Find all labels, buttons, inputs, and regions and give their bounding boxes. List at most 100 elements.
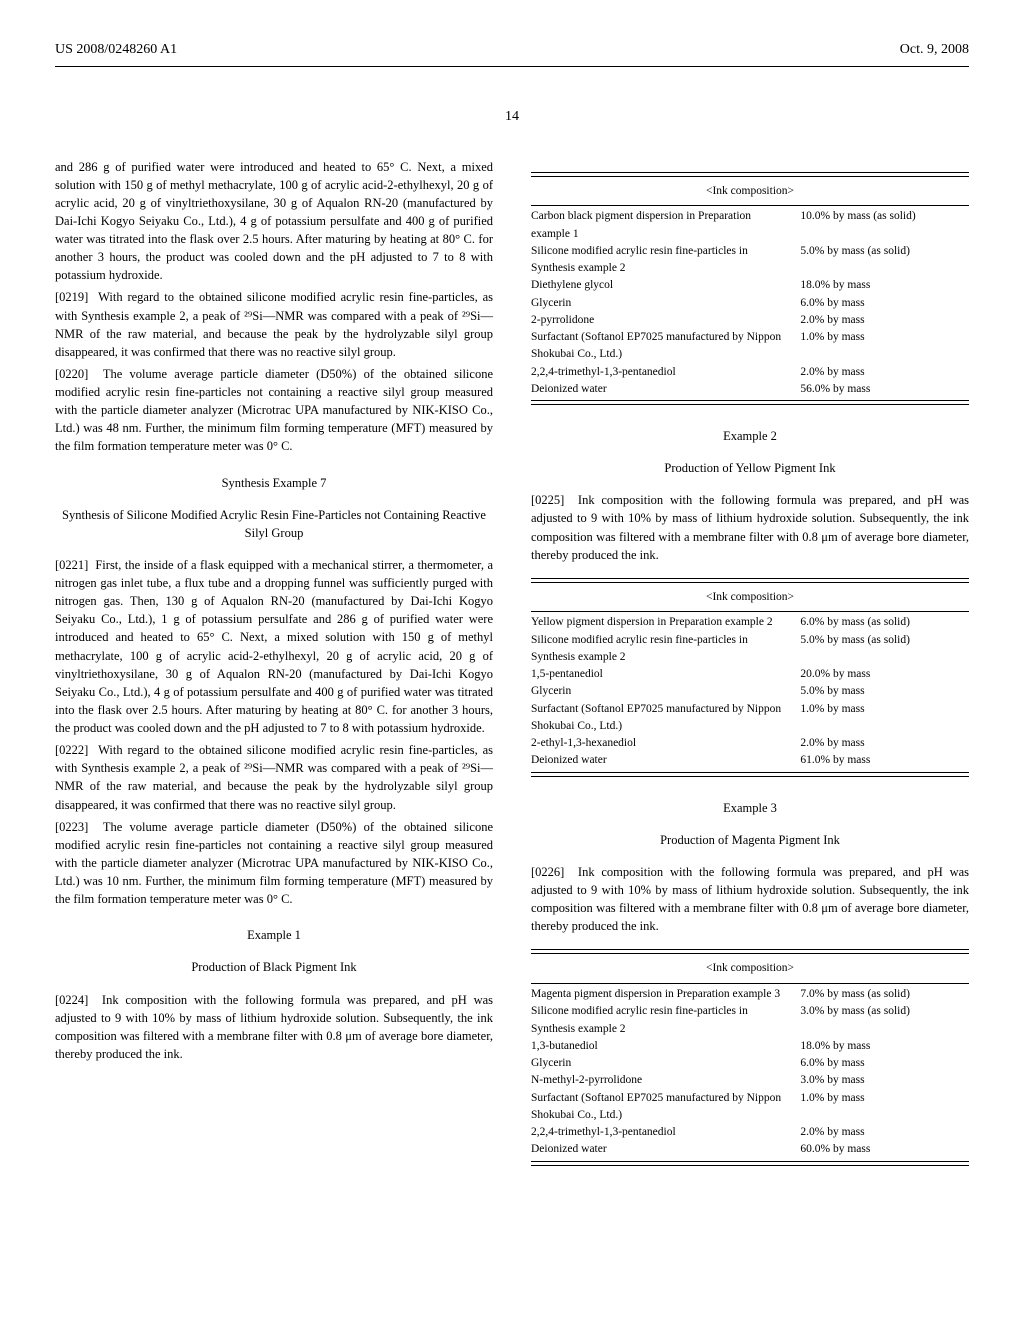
example-2-title: Example 2	[531, 427, 969, 445]
table-cell-label: 1,5-pentanediol	[531, 666, 792, 683]
table-cell-value: 3.0% by mass (as solid)	[792, 1003, 969, 1038]
table-cell-value: 18.0% by mass	[792, 277, 969, 294]
example-1-subtitle: Production of Black Pigment Ink	[55, 958, 493, 976]
table-cell-value: 1.0% by mass	[792, 701, 969, 736]
table-cell-label: N-methyl-2-pyrrolidone	[531, 1072, 792, 1089]
table-cell-value: 6.0% by mass (as solid)	[792, 614, 969, 631]
table-row: Carbon black pigment dispersion in Prepa…	[531, 208, 969, 243]
page-header: US 2008/0248260 A1 Oct. 9, 2008	[55, 40, 969, 60]
ink-composition-table-3: <Ink composition> Magenta pigment disper…	[531, 949, 969, 1165]
example-3-subtitle: Production of Magenta Pigment Ink	[531, 831, 969, 849]
table-cell-label: Carbon black pigment dispersion in Prepa…	[531, 208, 792, 243]
table-body: Yellow pigment dispersion in Preparation…	[531, 614, 969, 769]
table-cell-label: 1,3-butanediol	[531, 1038, 792, 1055]
table-cell-label: Surfactant (Softanol EP7025 manufactured…	[531, 1090, 792, 1125]
para-text: The volume average particle diameter (D5…	[55, 820, 493, 907]
table-cell-value: 1.0% by mass	[792, 329, 969, 364]
table-cell-label: Deionized water	[531, 752, 792, 769]
para-number: [0219]	[55, 290, 88, 304]
table-caption: <Ink composition>	[531, 960, 969, 977]
table-row: Yellow pigment dispersion in Preparation…	[531, 614, 969, 631]
table-cell-value: 5.0% by mass (as solid)	[792, 243, 969, 278]
table-cell-label: Magenta pigment dispersion in Preparatio…	[531, 986, 792, 1003]
para-number: [0224]	[55, 993, 88, 1007]
table-cell-label: 2,2,4-trimethyl-1,3-pentanediol	[531, 1124, 792, 1141]
publication-date: Oct. 9, 2008	[900, 40, 969, 60]
table-caption: <Ink composition>	[531, 589, 969, 606]
table-cell-label: Silicone modified acrylic resin fine-par…	[531, 1003, 792, 1038]
para-number: [0226]	[531, 865, 564, 879]
para-number: [0220]	[55, 367, 88, 381]
left-column: and 286 g of purified water were introdu…	[55, 158, 493, 1188]
table-cell-value: 7.0% by mass (as solid)	[792, 986, 969, 1003]
para-text: The volume average particle diameter (D5…	[55, 367, 493, 454]
example-1-title: Example 1	[55, 926, 493, 944]
paragraph: [0222] With regard to the obtained silic…	[55, 741, 493, 814]
example-3-title: Example 3	[531, 799, 969, 817]
table-row: 1,5-pentanediol20.0% by mass	[531, 666, 969, 683]
table-row: Surfactant (Softanol EP7025 manufactured…	[531, 701, 969, 736]
table-row: Deionized water60.0% by mass	[531, 1141, 969, 1158]
content-columns: and 286 g of purified water were introdu…	[55, 158, 969, 1188]
table-cell-value: 20.0% by mass	[792, 666, 969, 683]
paragraph: [0226] Ink composition with the followin…	[531, 863, 969, 936]
table-cell-value: 1.0% by mass	[792, 1090, 969, 1125]
table-row: Surfactant (Softanol EP7025 manufactured…	[531, 1090, 969, 1125]
table-cell-label: Surfactant (Softanol EP7025 manufactured…	[531, 329, 792, 364]
table-caption: <Ink composition>	[531, 183, 969, 200]
table-cell-label: Silicone modified acrylic resin fine-par…	[531, 243, 792, 278]
table-cell-label: Deionized water	[531, 1141, 792, 1158]
table-row: 2-ethyl-1,3-hexanediol2.0% by mass	[531, 735, 969, 752]
page-number: 14	[55, 107, 969, 127]
synthesis-example-subtitle: Synthesis of Silicone Modified Acrylic R…	[55, 506, 493, 542]
paragraph: [0225] Ink composition with the followin…	[531, 491, 969, 564]
table-cell-value: 2.0% by mass	[792, 312, 969, 329]
table-row: 2-pyrrolidone2.0% by mass	[531, 312, 969, 329]
table-cell-label: Yellow pigment dispersion in Preparation…	[531, 614, 792, 631]
paragraph: and 286 g of purified water were introdu…	[55, 158, 493, 285]
table-cell-value: 5.0% by mass	[792, 683, 969, 700]
table-cell-value: 6.0% by mass	[792, 295, 969, 312]
synthesis-example-title: Synthesis Example 7	[55, 474, 493, 492]
table-row: Surfactant (Softanol EP7025 manufactured…	[531, 329, 969, 364]
paragraph: [0220] The volume average particle diame…	[55, 365, 493, 456]
table-cell-value: 3.0% by mass	[792, 1072, 969, 1089]
table-row: Silicone modified acrylic resin fine-par…	[531, 1003, 969, 1038]
header-rule	[55, 66, 969, 67]
table-row: Silicone modified acrylic resin fine-par…	[531, 632, 969, 667]
para-text: Ink composition with the following formu…	[531, 865, 969, 933]
para-text: First, the inside of a flask equipped wi…	[55, 558, 493, 735]
para-number: [0222]	[55, 743, 88, 757]
table-cell-label: 2-pyrrolidone	[531, 312, 792, 329]
table-cell-value: 56.0% by mass	[792, 381, 969, 398]
table-row: Magenta pigment dispersion in Preparatio…	[531, 986, 969, 1003]
table-body: Magenta pigment dispersion in Preparatio…	[531, 986, 969, 1159]
table-cell-value: 61.0% by mass	[792, 752, 969, 769]
paragraph: [0219] With regard to the obtained silic…	[55, 288, 493, 361]
table-cell-label: 2-ethyl-1,3-hexanediol	[531, 735, 792, 752]
table-cell-label: Surfactant (Softanol EP7025 manufactured…	[531, 701, 792, 736]
table-cell-value: 2.0% by mass	[792, 735, 969, 752]
table-row: Glycerin6.0% by mass	[531, 1055, 969, 1072]
paragraph: [0224] Ink composition with the followin…	[55, 991, 493, 1064]
table-cell-label: Glycerin	[531, 1055, 792, 1072]
table-row: Glycerin5.0% by mass	[531, 683, 969, 700]
table-cell-value: 60.0% by mass	[792, 1141, 969, 1158]
table-cell-label: Diethylene glycol	[531, 277, 792, 294]
table-row: N-methyl-2-pyrrolidone3.0% by mass	[531, 1072, 969, 1089]
para-text: With regard to the obtained silicone mod…	[55, 290, 493, 358]
patent-number: US 2008/0248260 A1	[55, 40, 177, 60]
table-cell-value: 2.0% by mass	[792, 364, 969, 381]
ink-composition-table-1: <Ink composition> Carbon black pigment d…	[531, 172, 969, 405]
table-cell-label: Glycerin	[531, 295, 792, 312]
paragraph: [0221] First, the inside of a flask equi…	[55, 556, 493, 737]
para-number: [0221]	[55, 558, 88, 572]
table-body: Carbon black pigment dispersion in Prepa…	[531, 208, 969, 398]
paragraph: [0223] The volume average particle diame…	[55, 818, 493, 909]
table-cell-value: 2.0% by mass	[792, 1124, 969, 1141]
table-cell-label: Silicone modified acrylic resin fine-par…	[531, 632, 792, 667]
para-text: Ink composition with the following formu…	[531, 493, 969, 561]
right-column: <Ink composition> Carbon black pigment d…	[531, 158, 969, 1188]
example-2-subtitle: Production of Yellow Pigment Ink	[531, 459, 969, 477]
table-row: 2,2,4-trimethyl-1,3-pentanediol2.0% by m…	[531, 1124, 969, 1141]
